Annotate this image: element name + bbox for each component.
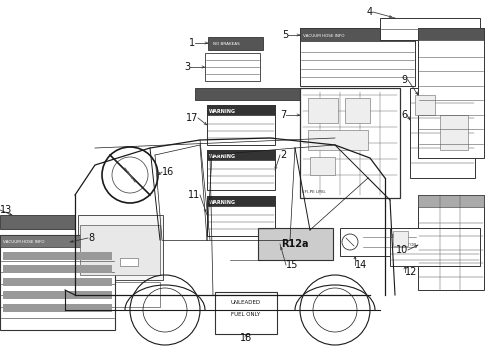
Bar <box>204 53 260 81</box>
Text: NO BRAKEAS: NO BRAKEAS <box>213 42 239 46</box>
Bar <box>389 228 479 266</box>
Text: 15: 15 <box>285 260 298 270</box>
Bar <box>0 235 115 330</box>
Bar <box>3 278 112 286</box>
Bar <box>307 98 337 123</box>
Text: 2: 2 <box>280 150 285 160</box>
Bar <box>299 28 414 41</box>
Bar <box>299 28 414 86</box>
Text: 4: 4 <box>366 7 372 17</box>
Text: UNLEADED: UNLEADED <box>230 300 261 305</box>
Bar <box>215 292 276 334</box>
Text: FUEL ONLY: FUEL ONLY <box>231 311 260 316</box>
Bar <box>417 28 483 40</box>
Text: DOOR: DOOR <box>391 234 405 238</box>
Bar <box>206 196 274 206</box>
Text: 13: 13 <box>0 205 12 215</box>
Bar <box>3 291 112 299</box>
Text: R12a: R12a <box>281 239 308 249</box>
Bar <box>80 225 160 275</box>
Bar <box>258 228 332 260</box>
Bar <box>439 115 467 150</box>
Bar <box>345 98 369 123</box>
Bar <box>379 18 479 40</box>
Bar <box>0 215 75 229</box>
Bar <box>207 37 263 50</box>
Text: 17: 17 <box>185 113 198 123</box>
Bar <box>206 105 274 145</box>
Bar <box>3 265 112 273</box>
Text: 8: 8 <box>88 233 94 243</box>
Text: 12: 12 <box>404 267 417 277</box>
Bar <box>299 88 399 198</box>
Text: WARNING: WARNING <box>208 199 236 204</box>
Text: WARNING: WARNING <box>208 153 236 158</box>
Text: 5: 5 <box>281 30 287 40</box>
Bar <box>0 235 115 247</box>
Text: 10: 10 <box>395 245 407 255</box>
Text: 3: 3 <box>183 62 190 72</box>
Bar <box>78 215 163 280</box>
Bar <box>206 196 274 236</box>
Text: 11: 11 <box>187 190 200 200</box>
Bar <box>206 150 274 190</box>
Bar <box>105 282 160 307</box>
Bar <box>206 105 274 115</box>
Bar <box>417 195 483 290</box>
Bar <box>307 130 367 150</box>
Bar <box>417 195 483 207</box>
Text: 1: 1 <box>188 38 195 48</box>
Bar <box>3 252 112 260</box>
Text: 18: 18 <box>240 333 252 343</box>
Bar <box>309 157 334 175</box>
Bar <box>409 88 474 178</box>
Bar <box>414 95 434 115</box>
Bar <box>195 88 314 100</box>
Bar <box>392 231 407 246</box>
Text: EFI-PE LMG.: EFI-PE LMG. <box>302 190 325 194</box>
Text: VACUUM HOSE INFO: VACUUM HOSE INFO <box>303 34 344 38</box>
Bar <box>206 150 274 160</box>
Text: 14: 14 <box>354 260 366 270</box>
Bar <box>3 304 112 312</box>
Text: 7: 7 <box>279 110 285 120</box>
Text: 6: 6 <box>400 110 406 120</box>
Text: PROTECTOR: PROTECTOR <box>391 243 416 247</box>
Bar <box>120 258 138 266</box>
Bar <box>417 28 483 158</box>
Text: 16: 16 <box>162 167 174 177</box>
Text: VACUUM HOSE INFO: VACUUM HOSE INFO <box>3 240 44 244</box>
Bar <box>339 228 419 256</box>
Text: 9: 9 <box>401 75 407 85</box>
Text: WARNING: WARNING <box>208 108 236 113</box>
